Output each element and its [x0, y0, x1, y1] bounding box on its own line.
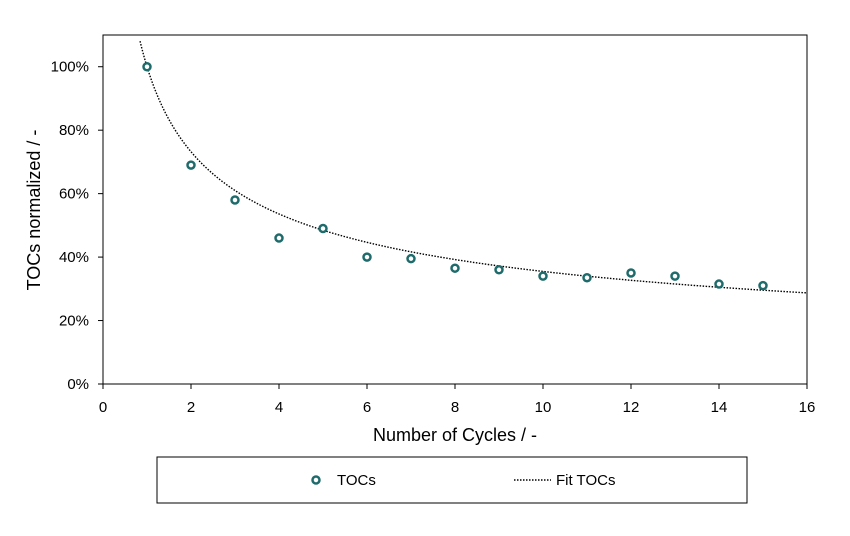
fit-layer: [139, 41, 808, 294]
x-tick-label: 12: [623, 399, 640, 416]
data-point: [758, 280, 768, 291]
points-layer: [142, 61, 768, 291]
legend-marker-tocs: [311, 475, 321, 485]
y-tick-label: 0%: [67, 376, 89, 393]
data-point: [450, 263, 460, 273]
y-axis-ticks: 0% 20% 40% 60% 80% 100%: [51, 59, 103, 393]
fit-curve: [139, 41, 808, 294]
x-tick-label: 14: [711, 399, 728, 416]
y-axis-title: TOCs normalized / -: [24, 130, 44, 291]
x-tick-label: 10: [535, 399, 552, 416]
legend-box: [156, 456, 748, 504]
data-point: [406, 253, 416, 264]
x-tick-label: 6: [363, 399, 371, 416]
data-point: [714, 279, 724, 289]
x-tick-label: 4: [275, 399, 283, 416]
y-tick-label: 40%: [59, 249, 89, 266]
x-tick-label: 16: [799, 399, 816, 416]
data-point: [230, 195, 240, 205]
data-point: [494, 265, 504, 275]
y-tick-label: 80%: [59, 122, 89, 139]
data-point: [186, 160, 196, 170]
legend: TOCs Fit TOCs: [156, 456, 748, 504]
x-tick-label: 2: [187, 399, 195, 416]
y-tick-label: 100%: [51, 59, 89, 76]
data-point: [142, 61, 152, 72]
y-tick-label: 60%: [59, 186, 89, 203]
legend-label-fit: Fit TOCs: [556, 472, 615, 489]
y-tick-label: 20%: [59, 313, 89, 330]
x-axis-ticks: 0 2 4 6 8 10 12 14 16: [99, 384, 816, 416]
plot-area: [102, 34, 808, 385]
x-tick-label: 8: [451, 399, 459, 416]
data-point: [318, 223, 328, 234]
x-axis-title: Number of Cycles / -: [373, 425, 537, 445]
data-point: [538, 271, 548, 281]
data-point: [582, 272, 592, 283]
data-point: [670, 271, 680, 281]
legend-label-tocs: TOCs: [337, 472, 376, 489]
data-point: [626, 268, 636, 278]
data-point: [274, 233, 284, 243]
x-tick-label: 0: [99, 399, 107, 416]
data-point: [362, 252, 372, 262]
